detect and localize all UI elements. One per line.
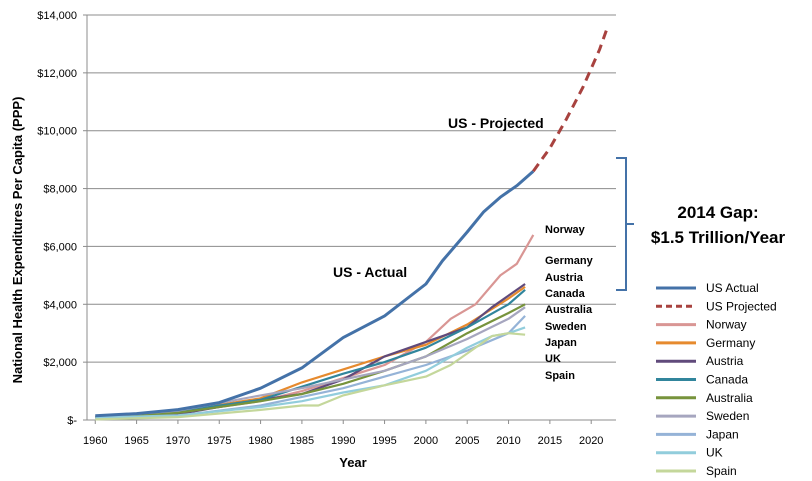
gap-title: 2014 Gap: [677, 203, 758, 222]
country-labels: Norway Germany Austria Canada Australia Swede… [545, 224, 594, 382]
legend-label: US Projected [706, 299, 777, 313]
legend: US Actual US Projected Norway Germany Austri… [656, 281, 777, 478]
axes: $- $2,000 $4,000 $6,000 $8,000 $10,000 $12,000… [37, 10, 616, 447]
gap-value: $1.5 Trillion/Year [651, 228, 786, 247]
y-tick-label: $- [67, 415, 77, 427]
x-tick-label: 2010 [496, 435, 520, 447]
country-label: Canada [545, 288, 586, 300]
country-label: Spain [545, 370, 575, 382]
x-tick-label: 1975 [207, 435, 231, 447]
country-label: Austria [545, 272, 584, 284]
legend-label: US Actual [706, 281, 759, 295]
x-tick-label: 1960 [83, 435, 107, 447]
legend-label: Germany [706, 336, 755, 350]
legend-label: Australia [706, 391, 753, 405]
y-tick-label: $6,000 [43, 241, 77, 253]
y-tick-label: $12,000 [37, 68, 77, 80]
legend-label: Norway [706, 318, 747, 332]
x-tick-label: 1985 [290, 435, 314, 447]
legend-label: Spain [706, 464, 737, 478]
y-tick-label: $2,000 [43, 357, 77, 369]
x-tick-label: 2000 [414, 435, 438, 447]
x-tick-label: 2005 [455, 435, 479, 447]
legend-label: Japan [706, 427, 739, 441]
series-line-spain [95, 332, 526, 421]
y-axis-title: National Health Expenditures Per Capita … [10, 97, 25, 384]
us-projected-annotation: US - Projected [448, 115, 544, 131]
legend-label: Canada [706, 373, 748, 387]
x-axis-title: Year [339, 455, 366, 470]
country-label: Norway [545, 224, 586, 236]
series-lines [95, 26, 610, 421]
country-label: Germany [545, 255, 594, 267]
y-tick-label: $14,000 [37, 10, 77, 22]
x-tick-label: 1990 [331, 435, 355, 447]
gridlines [87, 14, 616, 363]
country-label: Japan [545, 337, 577, 349]
gap-bracket [616, 157, 634, 291]
x-tick-label: 2015 [538, 435, 562, 447]
series-line-canada [95, 288, 526, 418]
legend-label: UK [706, 446, 723, 460]
legend-label: Austria [706, 354, 744, 368]
y-tick-label: $10,000 [37, 126, 77, 138]
us-actual-annotation: US - Actual [333, 264, 407, 280]
x-tick-label: 1970 [166, 435, 190, 447]
series-line-us-projected [532, 26, 610, 173]
x-tick-label: 1965 [124, 435, 148, 447]
series-line-australia [95, 303, 526, 419]
y-tick-label: $8,000 [43, 184, 77, 196]
y-tick-label: $4,000 [43, 299, 77, 311]
x-tick-label: 1995 [372, 435, 396, 447]
x-tick-label: 2020 [579, 435, 603, 447]
x-tick-label: 1980 [248, 435, 272, 447]
country-label: Australia [545, 304, 593, 316]
legend-label: Sweden [706, 409, 749, 423]
series-line-us-actual [95, 170, 535, 418]
country-label: Sweden [545, 321, 587, 333]
country-label: UK [545, 353, 561, 365]
